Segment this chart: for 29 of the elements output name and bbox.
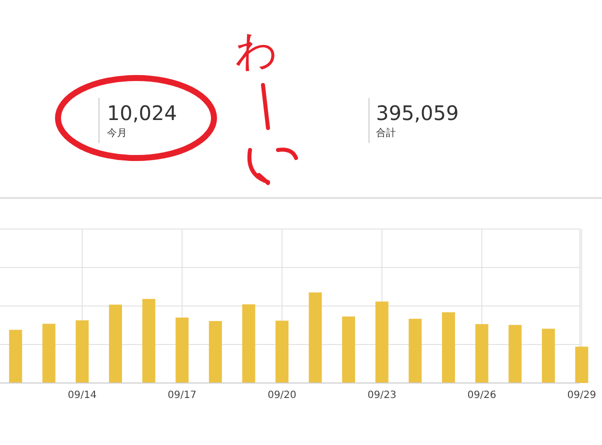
bar bbox=[575, 346, 588, 383]
bar bbox=[109, 304, 122, 383]
text: 395,059 bbox=[376, 101, 459, 125]
bar bbox=[276, 320, 288, 383]
bar bbox=[442, 312, 455, 383]
text: 今月 bbox=[107, 127, 127, 139]
text: 10,024 bbox=[107, 101, 177, 125]
bar bbox=[142, 298, 156, 383]
bar bbox=[76, 320, 89, 383]
bar bbox=[42, 324, 56, 383]
bar bbox=[308, 292, 322, 383]
bar bbox=[208, 321, 222, 383]
text: 合計 bbox=[376, 127, 396, 139]
bar bbox=[542, 328, 555, 383]
bar bbox=[475, 324, 488, 383]
x-tick-label: 09/17 bbox=[168, 390, 197, 401]
x-tick-label: 09/14 bbox=[68, 390, 97, 401]
x-tick-label: 09/29 bbox=[567, 390, 596, 401]
text: わ bbox=[235, 26, 278, 75]
bar bbox=[375, 302, 388, 383]
bar bbox=[408, 318, 422, 383]
x-tick-label: 09/20 bbox=[268, 390, 296, 401]
x-tick-label: 09/23 bbox=[367, 390, 396, 401]
bar bbox=[342, 316, 356, 383]
bar bbox=[508, 324, 522, 383]
bar bbox=[9, 330, 22, 383]
bar bbox=[176, 318, 189, 383]
x-tick-label: 09/26 bbox=[467, 390, 496, 401]
bar bbox=[242, 304, 256, 383]
